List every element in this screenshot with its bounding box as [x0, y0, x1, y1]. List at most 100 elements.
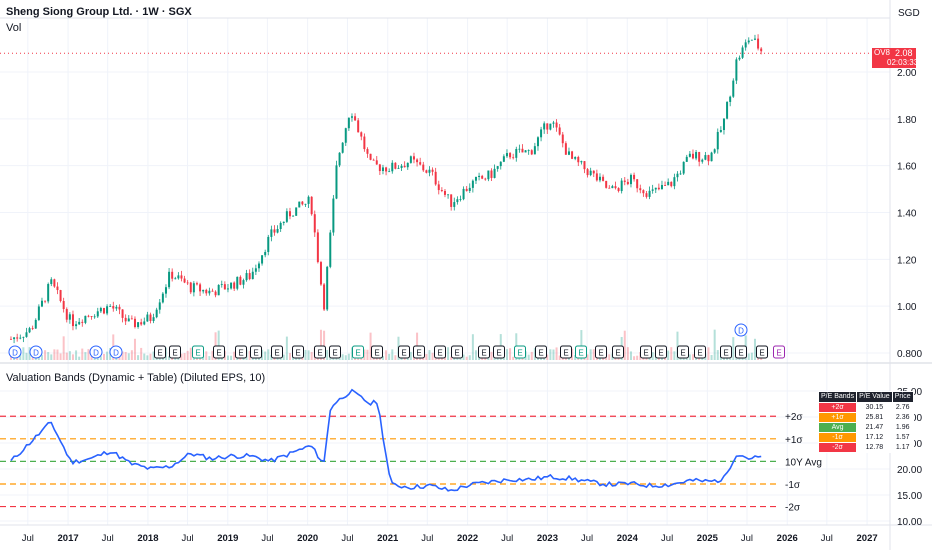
earnings-marker[interactable]: E — [478, 345, 490, 359]
dividend-label: D — [33, 349, 39, 358]
candle-body — [667, 181, 670, 186]
earnings-marker[interactable]: E — [655, 345, 667, 359]
earnings-marker[interactable]: E — [314, 345, 326, 359]
earnings-marker[interactable]: E — [352, 345, 364, 359]
volume-bar — [93, 356, 96, 360]
candle-body — [673, 177, 676, 187]
candle-body — [226, 288, 229, 290]
earnings-marker[interactable]: E — [493, 345, 505, 359]
candle-body — [37, 306, 40, 320]
table-header-price: Price — [891, 391, 914, 403]
candle-body — [757, 38, 760, 49]
candle-body — [428, 169, 431, 173]
earnings-marker[interactable]: E — [292, 345, 304, 359]
volume-bar — [527, 354, 530, 360]
volume-bar — [87, 349, 90, 360]
earnings-marker[interactable]: E — [720, 345, 732, 359]
dividend-marker[interactable]: D — [109, 345, 123, 359]
volume-bar — [285, 336, 288, 360]
earnings-marker[interactable]: E — [612, 345, 624, 359]
event-markers: D D D D E E E E E E E E E E E E E E E E E E E E E E E E E E E E E E E E D — [8, 323, 785, 359]
price-tick-label: 0.800 — [897, 349, 922, 360]
volume-bar — [713, 329, 716, 360]
valuation-table: P/E Bands P/E Value Price +2σ 30.15 2.76… — [817, 391, 914, 453]
band-cell: Avg — [817, 422, 858, 433]
volume-bar — [732, 337, 735, 360]
earnings-marker[interactable]: E — [514, 345, 526, 359]
volume-bar — [130, 350, 133, 360]
earnings-marker[interactable]: E — [535, 345, 547, 359]
volume-bar — [719, 356, 722, 360]
candle-body — [199, 284, 202, 292]
dividend-marker[interactable]: D — [89, 345, 103, 359]
candle-body — [530, 150, 533, 155]
candle-body — [685, 156, 688, 162]
candle-body — [710, 152, 713, 162]
candle-body — [372, 159, 375, 161]
time-label: 2018 — [137, 533, 158, 544]
earnings-marker[interactable]: E — [250, 345, 262, 359]
volume-bar — [127, 353, 130, 360]
table-row: -1σ 17.12 1.57 — [817, 432, 914, 443]
earnings-marker[interactable]: E — [169, 345, 181, 359]
earnings-marker[interactable]: E — [235, 345, 247, 359]
earnings-marker[interactable]: E — [271, 345, 283, 359]
candle-body — [412, 156, 415, 160]
volume-bar — [102, 353, 105, 360]
earnings-label: E — [374, 349, 379, 358]
dividend-marker[interactable]: D — [734, 323, 748, 337]
symbol-title[interactable]: Sheng Siong Group Ltd. · 1W · SGX — [6, 6, 192, 18]
earnings-marker[interactable]: E — [756, 345, 768, 359]
dividend-label: D — [113, 349, 119, 358]
candle-body — [208, 290, 211, 294]
earnings-marker[interactable]: E — [560, 345, 572, 359]
earnings-marker[interactable]: E — [694, 345, 706, 359]
candle-body — [468, 187, 471, 191]
candle-body — [639, 188, 642, 191]
candle-body — [323, 284, 326, 310]
candle-body — [47, 284, 50, 302]
volume-label[interactable]: Vol — [6, 22, 22, 34]
earnings-marker[interactable]: E — [735, 345, 747, 359]
candle-body — [230, 282, 233, 289]
volume-bar — [490, 351, 493, 360]
candle-body — [78, 321, 81, 325]
earnings-marker[interactable]: E — [640, 345, 652, 359]
earnings-marker[interactable]: E — [773, 345, 785, 359]
volume-bar — [186, 350, 189, 360]
candle-body — [90, 316, 93, 317]
currency-label[interactable]: SGD — [898, 8, 920, 19]
earnings-marker[interactable]: E — [575, 345, 587, 359]
earnings-marker[interactable]: E — [595, 345, 607, 359]
earnings-marker[interactable]: E — [413, 345, 425, 359]
candle-body — [118, 306, 121, 310]
dividend-marker[interactable]: D — [29, 345, 43, 359]
earnings-marker[interactable]: E — [371, 345, 383, 359]
candle-body — [580, 161, 583, 163]
volume-bar — [363, 349, 366, 360]
earnings-label: E — [481, 349, 486, 358]
candle-body — [16, 337, 19, 339]
earnings-marker[interactable]: E — [329, 345, 341, 359]
earnings-marker[interactable]: E — [677, 345, 689, 359]
volume-bar — [626, 347, 629, 360]
candle-body — [329, 232, 332, 267]
candle-body — [9, 338, 12, 340]
earnings-label: E — [578, 349, 583, 358]
time-label: 2022 — [457, 533, 478, 544]
candle-body — [636, 179, 639, 189]
candle-body — [586, 169, 589, 176]
earnings-marker[interactable]: E — [398, 345, 410, 359]
candle-body — [716, 131, 719, 150]
earnings-marker[interactable]: E — [154, 345, 166, 359]
earnings-marker[interactable]: E — [451, 345, 463, 359]
candle-body — [381, 167, 384, 172]
indicator-title[interactable]: Valuation Bands (Dynamic + Table) (Dilut… — [6, 372, 266, 384]
volume-bar — [310, 351, 313, 360]
candle-body — [332, 198, 335, 233]
dividend-marker[interactable]: D — [8, 345, 22, 359]
earnings-marker[interactable]: E — [213, 345, 225, 359]
earnings-marker[interactable]: E — [192, 345, 204, 359]
earnings-marker[interactable]: E — [434, 345, 446, 359]
